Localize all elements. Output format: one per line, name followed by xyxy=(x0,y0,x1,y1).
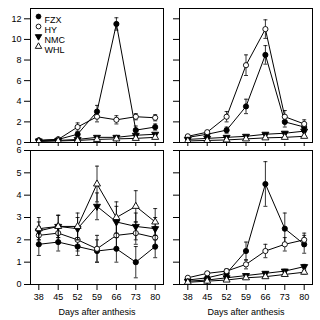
svg-text:73: 73 xyxy=(280,292,290,302)
svg-text:38: 38 xyxy=(34,292,44,302)
svg-text:38: 38 xyxy=(183,292,193,302)
svg-text:2: 2 xyxy=(16,117,21,127)
svg-text:52: 52 xyxy=(73,292,83,302)
svg-text:WHL: WHL xyxy=(45,45,65,55)
svg-text:Days after anthesis: Days after anthesis xyxy=(207,307,285,317)
svg-text:66: 66 xyxy=(111,292,121,302)
svg-text:2: 2 xyxy=(16,235,21,245)
svg-text:73: 73 xyxy=(131,292,141,302)
svg-text:59: 59 xyxy=(92,292,102,302)
svg-text:4: 4 xyxy=(16,96,21,106)
svg-text:NMC: NMC xyxy=(45,35,66,45)
svg-text:52: 52 xyxy=(222,292,232,302)
svg-text:0: 0 xyxy=(16,137,21,146)
svg-text:Days after anthesis: Days after anthesis xyxy=(58,307,136,317)
svg-text:6: 6 xyxy=(16,76,21,86)
svg-text:HY: HY xyxy=(45,25,58,35)
svg-text:3: 3 xyxy=(16,212,21,222)
svg-text:5: 5 xyxy=(16,168,21,178)
svg-text:6: 6 xyxy=(16,146,21,155)
svg-text:4: 4 xyxy=(16,190,21,200)
svg-text:45: 45 xyxy=(53,292,63,302)
svg-text:45: 45 xyxy=(202,292,212,302)
svg-text:1: 1 xyxy=(16,257,21,267)
svg-text:FZX: FZX xyxy=(45,15,62,25)
svg-text:8: 8 xyxy=(16,55,21,65)
svg-text:80: 80 xyxy=(150,292,160,302)
svg-text:0: 0 xyxy=(16,279,21,289)
svg-text:80: 80 xyxy=(299,292,309,302)
svg-text:59: 59 xyxy=(241,292,251,302)
svg-text:12: 12 xyxy=(11,14,21,24)
svg-text:10: 10 xyxy=(11,34,21,44)
svg-text:66: 66 xyxy=(260,292,270,302)
